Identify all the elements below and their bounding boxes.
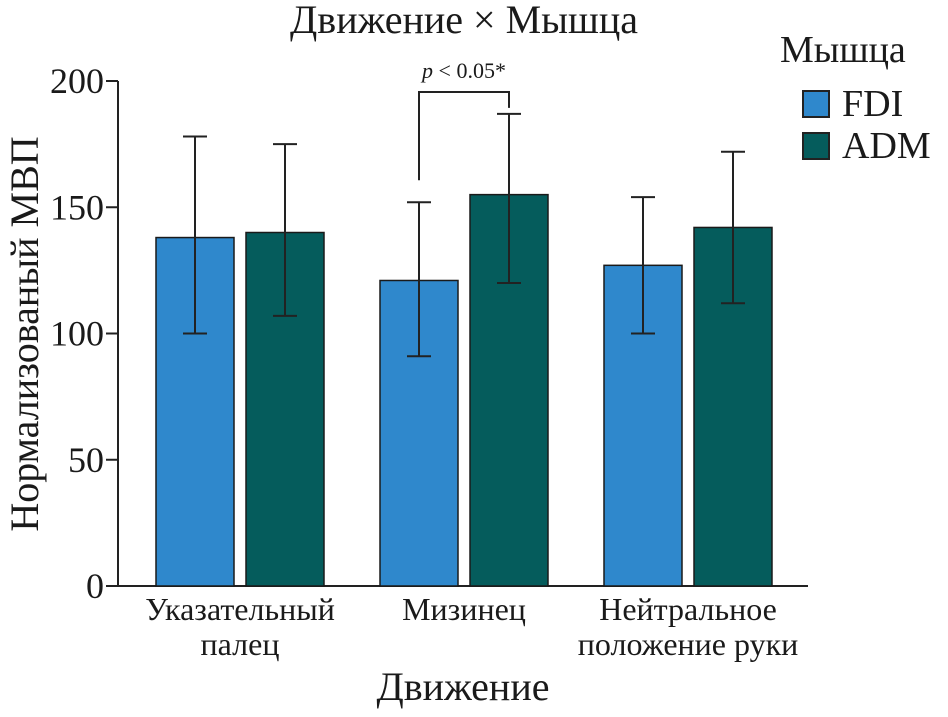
legend-item-fdi: FDI: [780, 84, 946, 124]
legend-label-fdi: FDI: [842, 83, 904, 125]
significance-label: p < 0.05*: [420, 58, 506, 83]
legend-label-adm: ADM: [842, 125, 931, 167]
x-tick-label: Мизинец: [402, 591, 526, 627]
y-tick-label: 0: [86, 566, 104, 606]
x-tick-label: палец: [201, 626, 280, 662]
x-tick-label: положение руки: [578, 626, 798, 662]
legend-swatch-adm: [802, 132, 830, 160]
legend: Мышца FDI ADM: [780, 28, 946, 168]
x-axis-label: Движение: [376, 664, 549, 709]
y-tick-label: 100: [50, 314, 104, 354]
x-tick-label: Указательный: [145, 591, 335, 627]
legend-title: Мышца: [780, 29, 906, 71]
legend-item-adm: ADM: [780, 126, 946, 166]
y-axis-label: Нормализованый МВП: [2, 136, 47, 531]
x-tick-label: Нейтральное: [599, 591, 777, 627]
y-tick-label: 50: [68, 440, 104, 480]
y-tick-label: 150: [50, 187, 104, 227]
legend-swatch-fdi: [802, 90, 830, 118]
significance-bracket: [418, 91, 510, 181]
y-tick-label: 200: [50, 61, 104, 101]
chart-title: Движение × Мышца: [290, 0, 638, 42]
